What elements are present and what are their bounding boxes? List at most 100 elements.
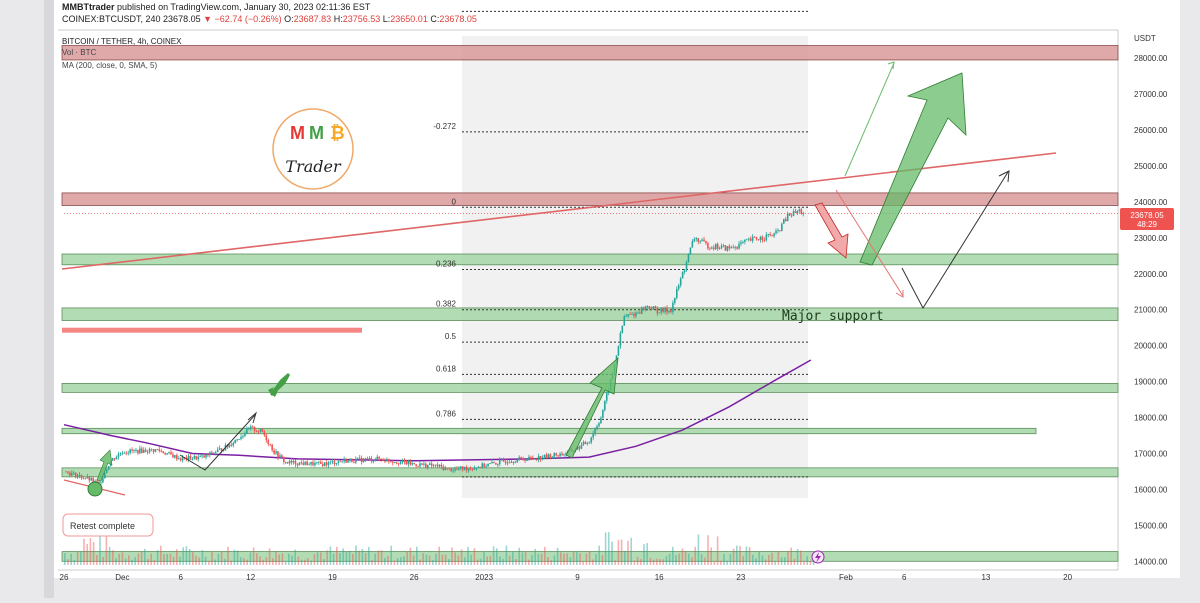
candle-body — [722, 245, 725, 247]
candle-body — [321, 463, 324, 467]
candle-body — [633, 313, 635, 317]
volume-bar — [435, 553, 437, 565]
candle-body — [755, 237, 758, 240]
candle-body — [625, 316, 628, 317]
volume-bar — [163, 553, 165, 565]
volume-bar — [563, 553, 565, 565]
volume-bar — [438, 546, 440, 565]
candle-body — [786, 213, 789, 222]
volume-bar — [432, 560, 434, 565]
volume-bar — [64, 553, 66, 565]
candle-body — [129, 449, 131, 453]
candle-body — [277, 451, 279, 458]
volume-bar — [585, 553, 588, 565]
thin-red-projection — [835, 189, 904, 297]
volume-bar — [649, 557, 652, 565]
candle-body — [148, 448, 151, 453]
volume-bar — [441, 554, 444, 565]
candle-body — [119, 453, 122, 455]
candle-body — [415, 464, 417, 466]
volume-bar — [224, 558, 226, 565]
volume-bar — [336, 546, 338, 565]
logo-letter-2: M — [309, 123, 324, 143]
volume-bar — [256, 553, 258, 565]
candle-body — [137, 449, 139, 454]
volume-bar — [166, 553, 168, 565]
candle-body — [423, 463, 425, 465]
candle-body — [644, 306, 647, 311]
volume-bar — [169, 553, 172, 565]
candle-body — [69, 472, 71, 476]
candle-body — [732, 247, 735, 249]
logo-letter-1: M — [290, 123, 305, 143]
volume-bar — [297, 556, 300, 565]
candle-body — [530, 456, 532, 458]
volume-bar — [313, 553, 316, 565]
price-axis-panel — [1118, 30, 1180, 578]
y-tick-label: 28000.00 — [1134, 54, 1168, 63]
volume-bar — [752, 554, 754, 565]
candle-body — [174, 455, 176, 458]
candle-body — [269, 443, 272, 445]
volume-bar — [486, 556, 488, 565]
volume-bar — [496, 548, 498, 565]
candle-body — [592, 433, 594, 438]
candle-body — [533, 458, 536, 460]
candle-body — [391, 461, 394, 463]
volume-bar — [195, 555, 197, 565]
candle-body — [425, 463, 427, 468]
x-tick-label: 26 — [410, 573, 419, 582]
legend-title[interactable]: BITCOIN / TETHER, 4h, COINEX — [62, 37, 182, 46]
support-zone — [61, 382, 1119, 393]
x-tick-label: Dec — [115, 573, 129, 582]
candle-body — [127, 452, 129, 454]
candle-body — [382, 459, 384, 461]
candle-body — [640, 307, 643, 314]
candle-body — [176, 455, 178, 460]
fib-label: 0.382 — [436, 300, 457, 309]
candle-body — [370, 458, 373, 462]
volume-bar — [320, 552, 322, 565]
volume-bar — [518, 547, 520, 565]
candle-body — [775, 230, 777, 234]
candle-body — [193, 456, 196, 459]
candle-body — [251, 426, 254, 428]
candle-body — [288, 460, 291, 464]
volume-bar — [640, 559, 642, 565]
candle-body — [403, 460, 406, 462]
volume-bar — [768, 554, 770, 565]
candle-body — [74, 472, 77, 478]
x-tick-label: 23 — [736, 573, 745, 582]
ohlc-line: COINEX:BTCUSDT, 240 23678.05 ▼ −62.74 (−… — [62, 14, 477, 24]
volume-bar — [803, 560, 805, 565]
candle-body — [343, 459, 345, 462]
candle-body — [70, 472, 73, 476]
volume-bar — [560, 552, 562, 565]
volume-bar — [700, 554, 703, 565]
legend-ma[interactable]: MA (200, close, 0, SMA, 5) — [62, 61, 158, 70]
author-name[interactable]: MMBTtrader — [62, 2, 115, 12]
volume-bar — [544, 546, 546, 565]
thin-green-arrowhead — [887, 61, 895, 70]
candle-body — [257, 431, 260, 433]
candle-body — [695, 238, 698, 240]
volume-bar — [412, 555, 415, 565]
candle-body — [656, 308, 659, 314]
candle-body — [273, 450, 275, 454]
candle-body — [631, 313, 633, 315]
candle-body — [701, 239, 703, 242]
legend-vol[interactable]: Vol · BTC — [62, 48, 97, 57]
candle-body — [742, 241, 744, 243]
candle-body — [94, 480, 96, 483]
candle-body — [677, 285, 680, 289]
volume-bar — [646, 543, 648, 565]
candle-body — [782, 219, 785, 224]
candle-body — [456, 468, 458, 470]
candle-body — [80, 474, 83, 479]
volume-bar — [281, 553, 284, 565]
candle-body — [730, 247, 733, 249]
volume-bar — [595, 554, 597, 565]
candle-body — [290, 460, 293, 463]
volume-bar — [476, 559, 479, 565]
